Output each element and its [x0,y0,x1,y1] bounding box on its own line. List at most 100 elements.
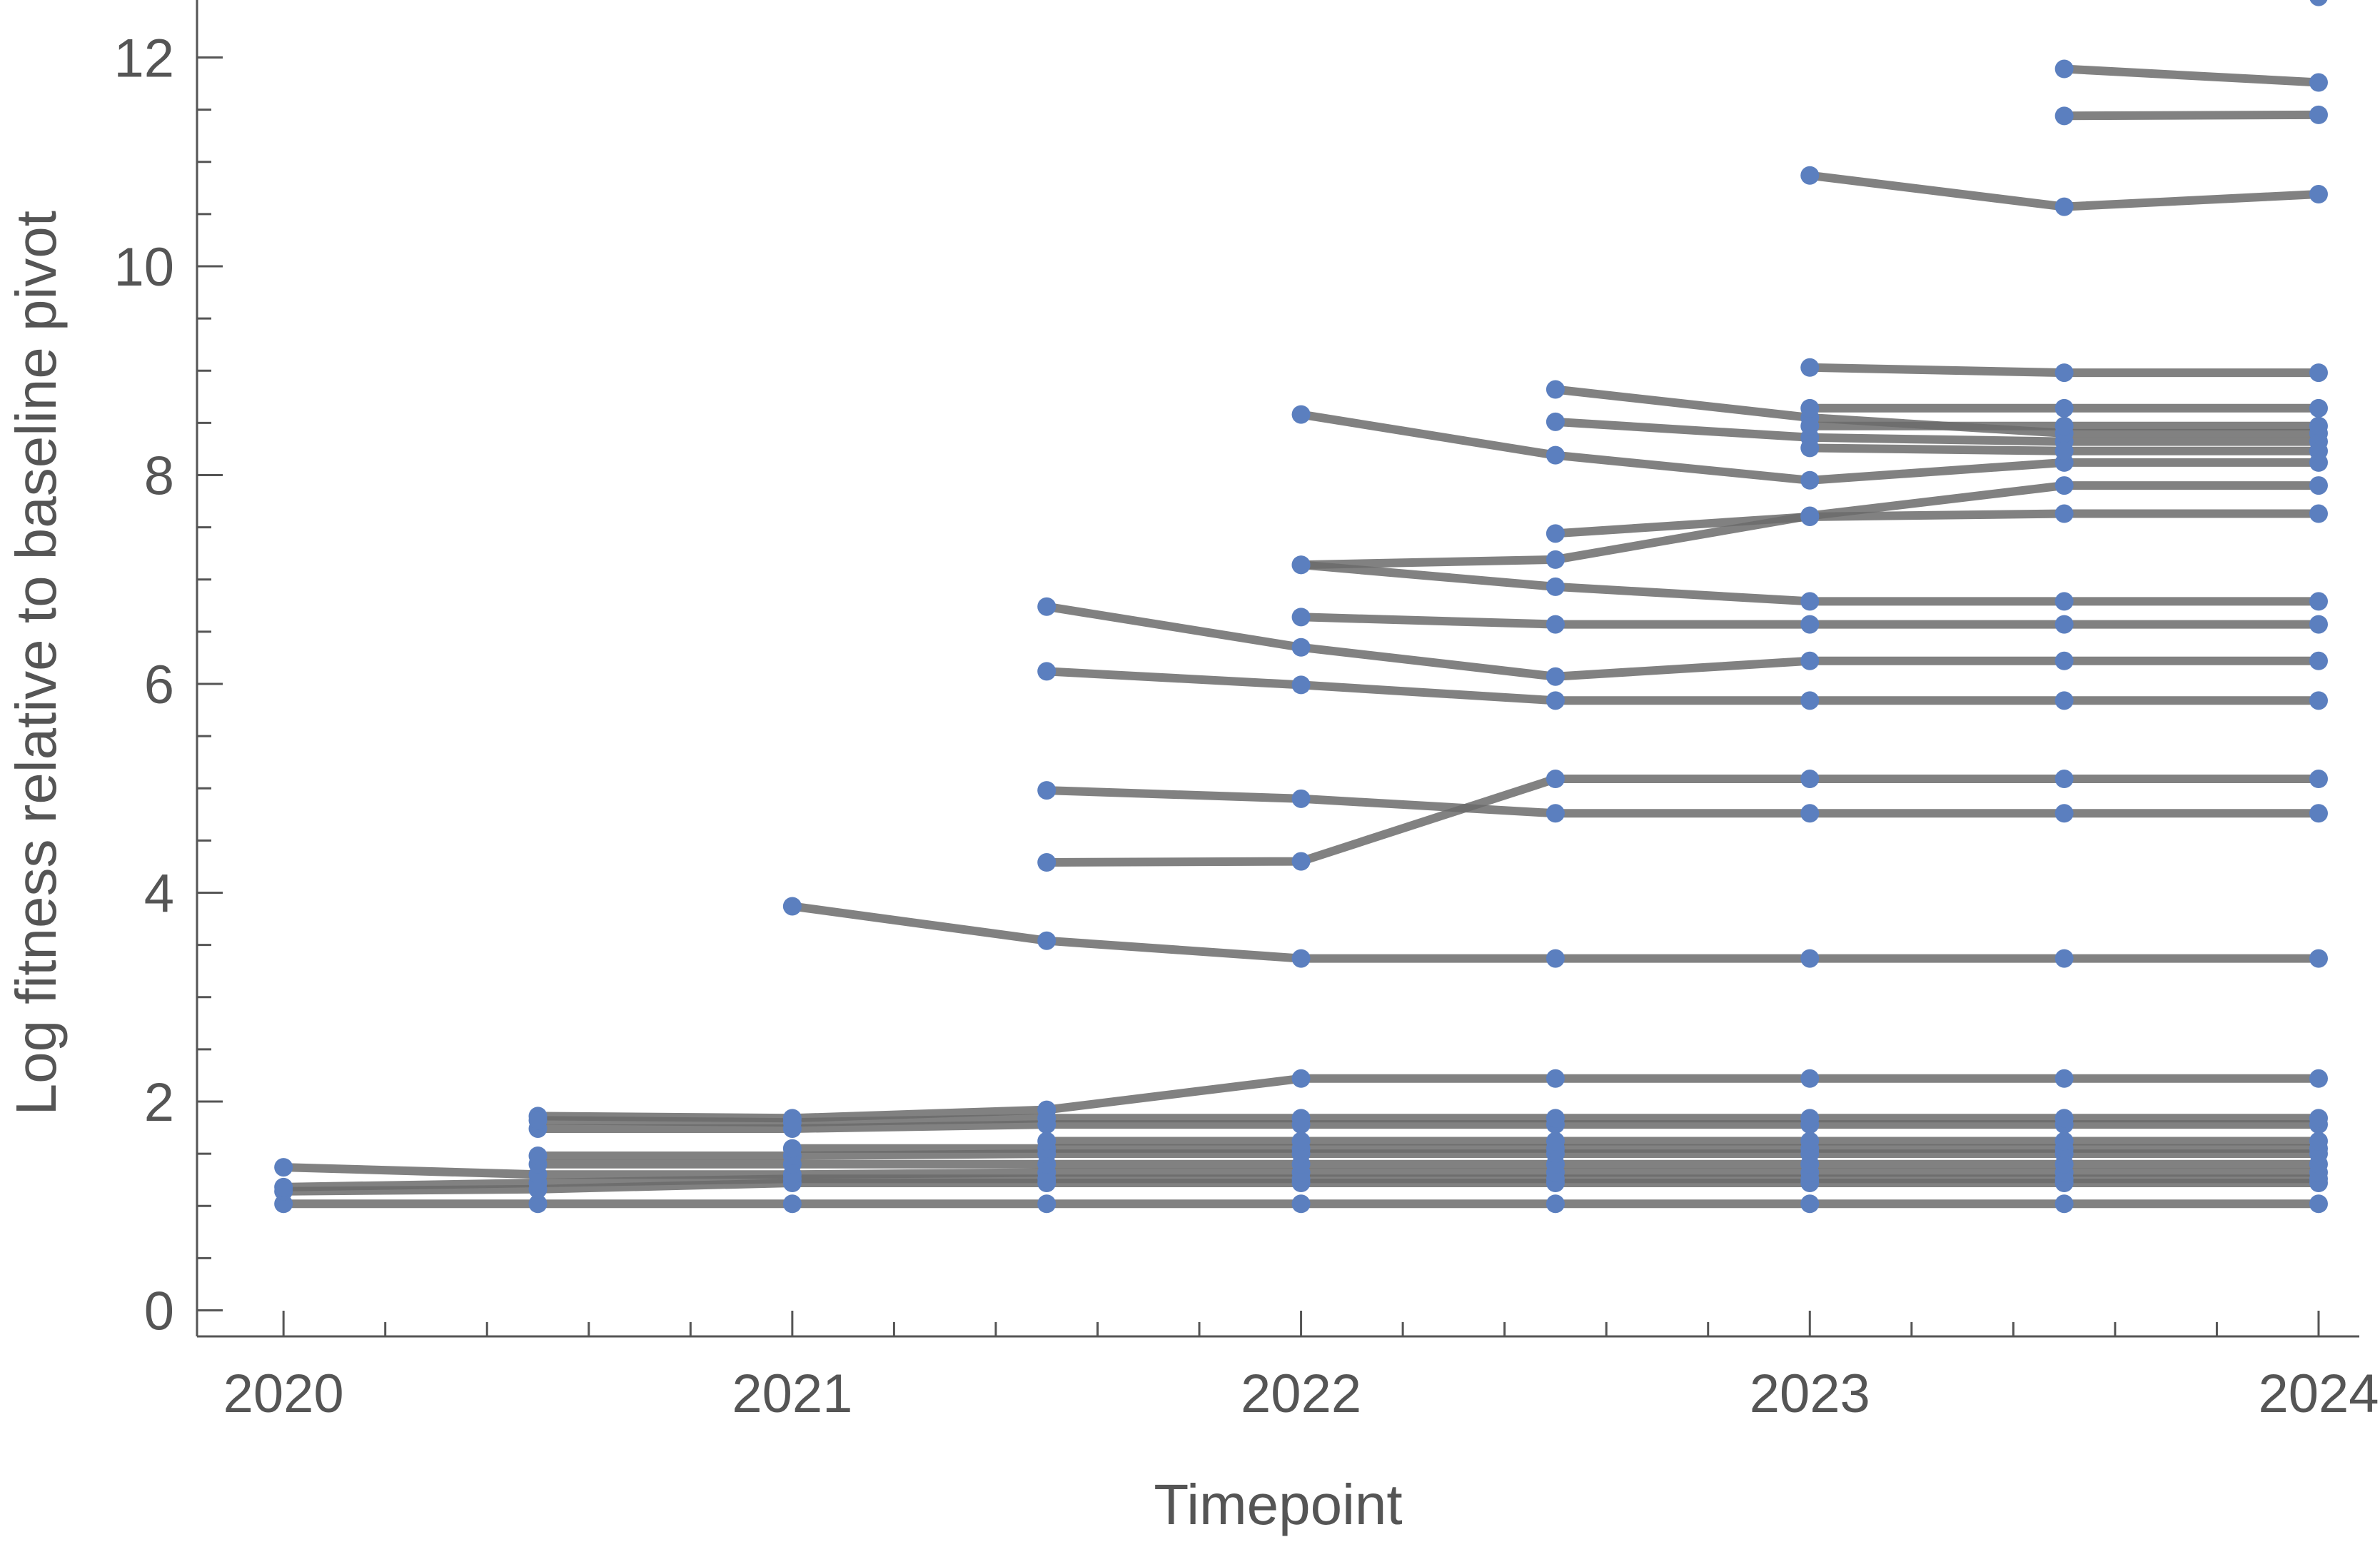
data-point [1291,949,1311,968]
data-point [1037,1109,1057,1128]
data-point [2054,691,2074,710]
data-point [2309,185,2328,204]
data-point [1546,1194,1565,1214]
series-lines [279,64,2323,1209]
data-point [528,1194,548,1214]
data-point [2054,1069,2074,1088]
data-point [2309,416,2328,435]
data-point [1546,550,1565,569]
data-point [1291,555,1311,575]
data-point [1037,1132,1057,1151]
x-tick-label: 2024 [2258,1364,2379,1424]
data-point [1546,380,1565,399]
data-point [1546,445,1565,465]
series-line-9 [533,1114,2323,1127]
data-point [2054,1132,2074,1151]
data-point [2309,441,2328,460]
data-point [2309,691,2328,710]
data-point [1037,931,1057,950]
data-point [2309,1109,2328,1128]
series-line-30 [2059,64,2323,87]
data-point [2054,441,2074,460]
data-point [1546,577,1565,596]
x-axis-title: Timepoint [1154,1473,1402,1536]
data-point [274,1158,293,1177]
y-tick-label: 6 [144,655,174,715]
data-point [2054,398,2074,418]
data-point [2054,1194,2074,1214]
data-point [2054,651,2074,670]
data-point [1291,405,1311,424]
data-point [1546,1069,1565,1088]
data-point [782,1113,802,1132]
series-line-29 [2059,110,2323,121]
data-point [1037,1194,1057,1214]
data-point [1800,416,1820,435]
data-point [1546,770,1565,789]
series-line-6 [533,1149,2323,1160]
y-tick-label: 0 [144,1281,174,1341]
series-line-8 [533,1074,2323,1123]
data-point [1546,1132,1565,1151]
data-point [1291,638,1311,657]
data-point [2309,0,2328,6]
data-point [1291,675,1311,695]
data-point [1800,358,1820,377]
data-point [1800,470,1820,490]
series-line-14 [1042,786,2323,818]
data-point [2309,651,2328,670]
series-line-7 [533,1120,2323,1133]
series-line-22 [1550,417,2323,446]
data-point [1546,615,1565,634]
y-tick-label: 8 [144,445,174,506]
data-point [782,897,802,916]
data-point [2309,615,2328,634]
series-line-16 [1042,602,2323,681]
y-tick-label: 4 [144,863,174,924]
data-point [782,1194,802,1214]
data-point [2054,592,2074,611]
data-point [2309,592,2328,611]
data-point [274,1177,293,1196]
data-point [2054,504,2074,523]
data-point [1546,667,1565,686]
y-axis-title: Log fitness relative to baseline pivot [4,211,68,1115]
series-points [274,0,2328,1214]
series-line-15 [1042,667,2323,705]
x-tick-label: 2022 [1241,1364,1361,1424]
data-point [2054,416,2074,435]
data-point [1800,1194,1820,1214]
data-point [2054,59,2074,79]
data-point [2054,615,2074,634]
data-point [2309,476,2328,495]
data-point [1291,789,1311,808]
data-point [1546,804,1565,823]
data-point [2309,804,2328,823]
y-axis-ticks: 0 2 4 6 8 10 12 [114,28,223,1341]
data-point [2309,1132,2328,1151]
data-point [2054,106,2074,126]
y-tick-label: 10 [114,237,174,298]
data-point [1800,949,1820,968]
data-point [1800,438,1820,458]
data-point [1291,1109,1311,1128]
data-point [1546,412,1565,431]
data-point [2054,949,2074,968]
data-point [1800,1109,1820,1128]
data-point [1800,651,1820,670]
data-point [1800,1132,1820,1151]
x-axis-ticks: 2020 2021 2022 2023 2024 [223,1311,2379,1424]
data-point [528,1111,548,1130]
data-point [782,1139,802,1158]
data-point [1037,853,1057,872]
data-point [1037,781,1057,800]
data-point [2309,73,2328,92]
data-point [1800,166,1820,185]
data-point [1800,804,1820,823]
data-point [528,1146,548,1165]
y-tick-label: 12 [114,28,174,89]
data-point [2309,1194,2328,1214]
data-point [1037,597,1057,616]
data-point [1800,592,1820,611]
